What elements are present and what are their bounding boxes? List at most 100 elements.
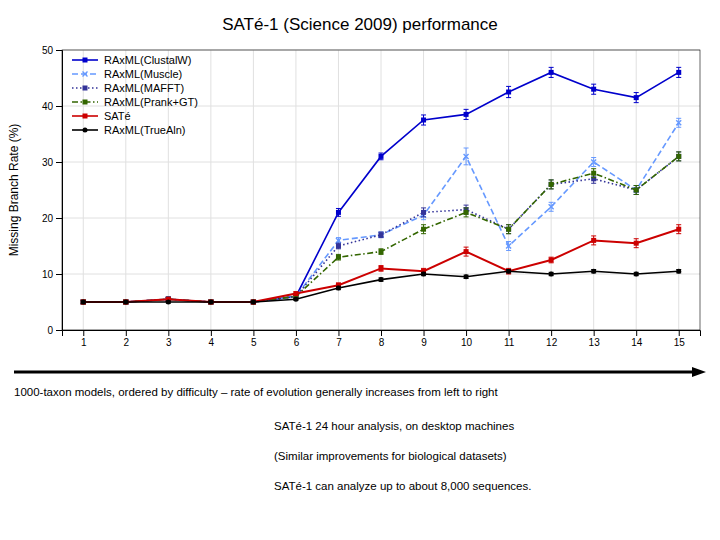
footnote: (Similar improvements for biological dat… [274, 450, 507, 462]
line [83, 156, 678, 302]
marker [379, 232, 384, 237]
legend-label: RAxML(TrueAln) [104, 124, 186, 136]
marker [208, 300, 213, 305]
marker [379, 154, 384, 159]
tick-mark [56, 274, 62, 275]
marker [81, 300, 86, 305]
error-bar [208, 300, 213, 303]
marker [634, 272, 639, 277]
marker [421, 118, 426, 123]
tick-mark [56, 50, 62, 51]
tick: 9 [421, 330, 427, 348]
marker [208, 300, 213, 305]
error-bar [421, 272, 426, 275]
tick-label: 40 [42, 101, 54, 112]
legend-marker [83, 58, 88, 63]
legend-item: RAxML(TrueAln) [72, 124, 186, 136]
error-bar [336, 286, 341, 289]
error-bar [251, 300, 256, 303]
grid-line [423, 50, 424, 330]
tick-label: 4 [209, 337, 215, 348]
marker [251, 300, 256, 305]
error-bar [591, 270, 596, 273]
marker [506, 269, 511, 274]
footnote: SATé-1 can analyze up to about 8,000 seq… [274, 480, 531, 492]
legend-label: RAxML(MAFFT) [104, 82, 184, 94]
line [83, 123, 678, 302]
tick-label: 5 [251, 337, 257, 348]
marker [549, 182, 554, 187]
error-bar [379, 266, 384, 272]
tick: 3 [166, 330, 172, 348]
legend-marker [83, 128, 88, 133]
marker [591, 238, 596, 243]
error-bar [506, 225, 511, 234]
error-bar [549, 180, 554, 189]
error-bar [634, 239, 639, 248]
marker [591, 171, 596, 176]
tick-mark [126, 330, 127, 336]
series [81, 225, 681, 305]
error-bar [591, 169, 596, 178]
tick-label: 1 [81, 337, 87, 348]
legend-label: RAxML(Prank+GT) [104, 96, 198, 108]
tick-label: 15 [674, 337, 686, 348]
error-bar [464, 275, 469, 278]
marker [379, 266, 384, 271]
line [83, 156, 678, 302]
grid-line [295, 50, 296, 330]
marker [464, 210, 469, 215]
tick: 50 [42, 45, 62, 56]
marker [123, 300, 128, 305]
error-bar [336, 254, 341, 260]
error-bar [379, 278, 384, 281]
x-axis: 123456789101112131415 [63, 330, 701, 348]
grid-line [83, 50, 84, 330]
marker [379, 277, 384, 282]
tick: 10 [42, 269, 62, 280]
error-bar [549, 67, 554, 77]
marker [506, 269, 511, 274]
error-bar [336, 243, 341, 249]
tick-label: 3 [166, 337, 172, 348]
marker [81, 300, 86, 305]
marker [251, 300, 256, 305]
legend-label: RAxML(Muscle) [104, 68, 182, 80]
marker [336, 210, 341, 215]
error-bar [676, 67, 681, 77]
error-bar [464, 247, 469, 256]
tick-label: 2 [124, 337, 130, 348]
error-bar [464, 109, 469, 119]
series [81, 152, 681, 305]
tick: 5 [251, 330, 257, 348]
error-bar [421, 225, 426, 234]
axis-line [63, 331, 701, 337]
marker [251, 300, 256, 305]
plot: 12345678910111213141501020304050RAxML(Cl… [42, 45, 701, 348]
error-bar [81, 300, 86, 303]
tick: 4 [209, 330, 215, 348]
tick-mark [168, 330, 169, 336]
error-bar [123, 300, 128, 303]
marker [123, 300, 128, 305]
error-bar [591, 236, 596, 245]
error-bar [634, 186, 639, 195]
series [81, 118, 681, 304]
error-bar [208, 300, 213, 303]
error-bar [506, 268, 511, 274]
marker [676, 227, 681, 232]
tick-label: 12 [546, 337, 558, 348]
legend-item: SATé [72, 110, 131, 122]
error-bar [208, 300, 213, 303]
error-bar [379, 232, 384, 238]
marker [251, 300, 256, 305]
tick-label: 8 [379, 337, 385, 348]
marker [591, 87, 596, 92]
marker [208, 300, 213, 305]
tick: 30 [42, 157, 62, 168]
error-bar [676, 152, 681, 161]
tick-mark [253, 330, 254, 336]
grid-line [210, 50, 211, 330]
tick-label: 6 [294, 337, 300, 348]
marker [634, 188, 639, 193]
